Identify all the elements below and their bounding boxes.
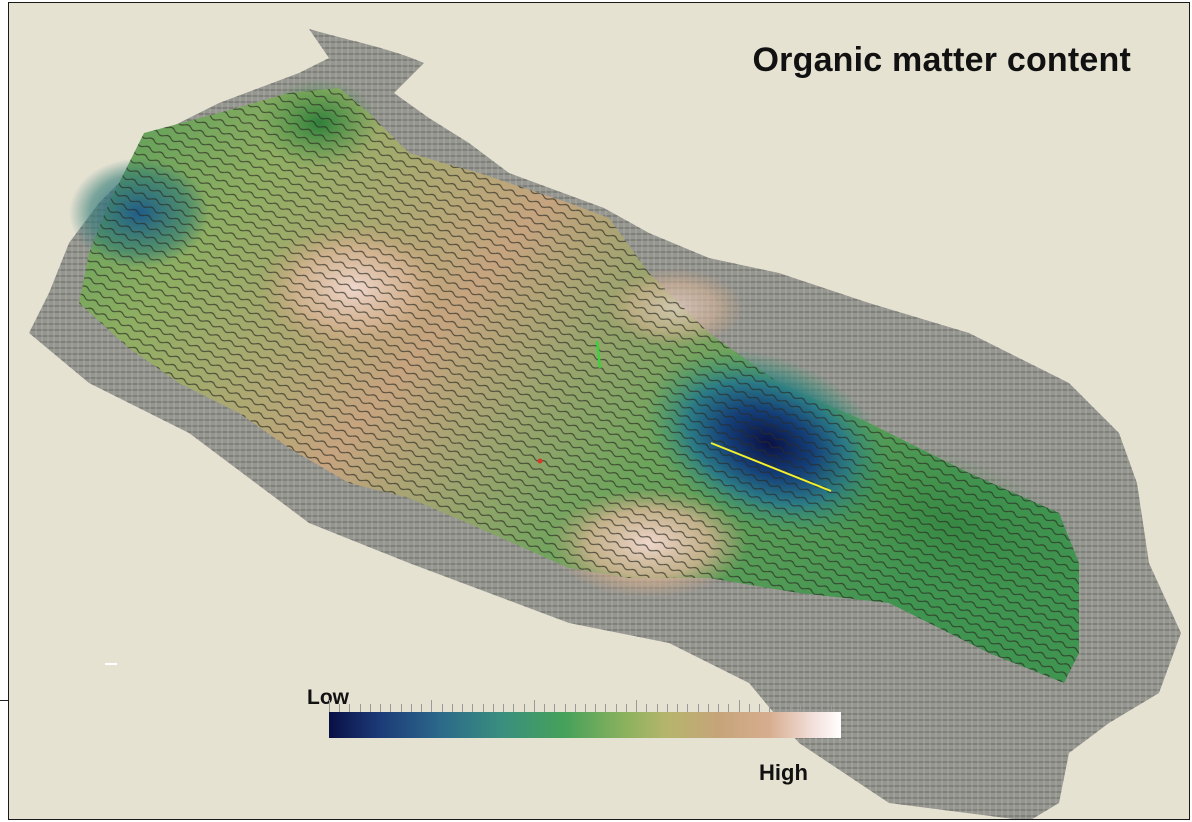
colorbar-gradient bbox=[329, 712, 841, 738]
green-marker bbox=[595, 340, 602, 369]
colorbar-high-label: High bbox=[759, 760, 808, 785]
yellow-transect-line bbox=[710, 442, 832, 492]
map-title: Organic matter content bbox=[752, 41, 1131, 79]
colorbar-legend: Low High bbox=[307, 686, 841, 785]
red-marker bbox=[537, 458, 543, 464]
colorbar-low-label: Low bbox=[307, 686, 349, 709]
small-white-mark bbox=[105, 663, 117, 665]
terrain-scene bbox=[29, 29, 1181, 819]
left-edge-tick bbox=[0, 700, 8, 701]
contour-lines bbox=[79, 88, 1079, 683]
colorbar-ticks bbox=[329, 700, 832, 712]
3d-viewport[interactable]: Organic matter content Low High bbox=[8, 2, 1190, 820]
